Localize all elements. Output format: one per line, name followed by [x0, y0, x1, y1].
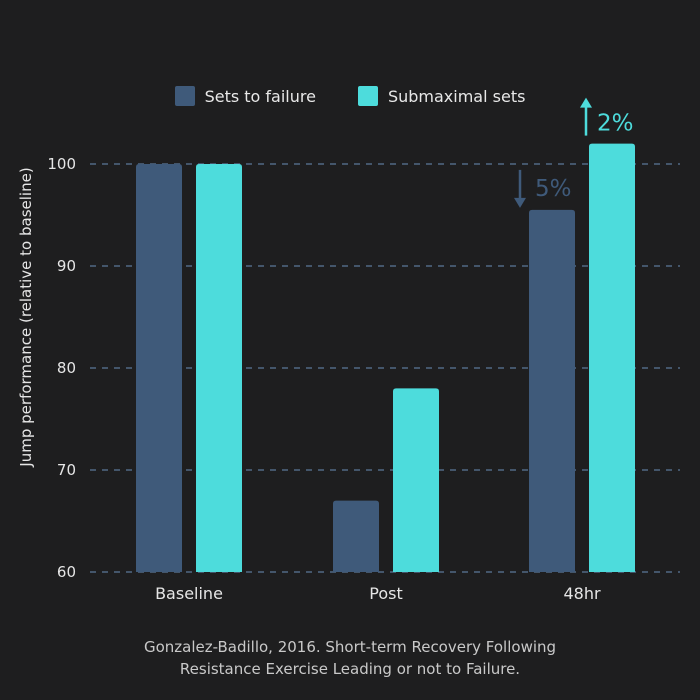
x-category-label: 48hr: [563, 584, 601, 603]
x-category-label: Post: [369, 584, 402, 603]
legend-swatch: [174, 86, 195, 106]
y-tick-label: 90: [57, 257, 76, 275]
annotation-label: 5%: [535, 176, 572, 202]
bar-48hr-sets-to-failure: [529, 209, 575, 572]
legend: Sets to failure Submaximal sets: [0, 86, 700, 106]
y-tick-label: 80: [57, 359, 76, 377]
y-tick-label: 70: [57, 461, 76, 479]
legend-label: Submaximal sets: [387, 86, 526, 106]
annotation-down: 5%: [514, 169, 572, 208]
y-tick-label: 60: [57, 563, 76, 581]
bars: [136, 143, 635, 572]
gridlines: [90, 163, 680, 573]
bar-post-submaximal-sets: [393, 388, 439, 572]
bar-48hr-submaximal-sets: [589, 143, 635, 572]
y-tick-label: 100: [47, 155, 76, 173]
bar-baseline-sets-to-failure: [136, 164, 182, 572]
x-category-label: Baseline: [155, 584, 223, 603]
y-ticks: 60 70 80 90 100: [47, 155, 76, 581]
x-categories: Baseline Post 48hr: [155, 584, 601, 603]
source-citation: Gonzalez-Badillo, 2016. Short-term Recov…: [0, 636, 700, 680]
legend-item-sets-to-failure: Sets to failure: [174, 86, 316, 106]
source-line-2: Resistance Exercise Leading or not to Fa…: [179, 660, 521, 678]
legend-swatch: [357, 86, 378, 106]
bar-post-sets-to-failure: [333, 500, 379, 572]
y-axis-label: Jump performance (relative to baseline): [17, 167, 35, 467]
annotations: 5% 2%: [514, 97, 634, 208]
bar-baseline-submaximal-sets: [196, 164, 242, 572]
source-line-1: Gonzalez-Badillo, 2016. Short-term Recov…: [143, 638, 557, 656]
legend-label: Sets to failure: [204, 86, 316, 106]
annotation-up: 2%: [580, 97, 634, 137]
legend-item-submaximal-sets: Submaximal sets: [357, 86, 526, 106]
annotation-label: 2%: [597, 111, 634, 137]
